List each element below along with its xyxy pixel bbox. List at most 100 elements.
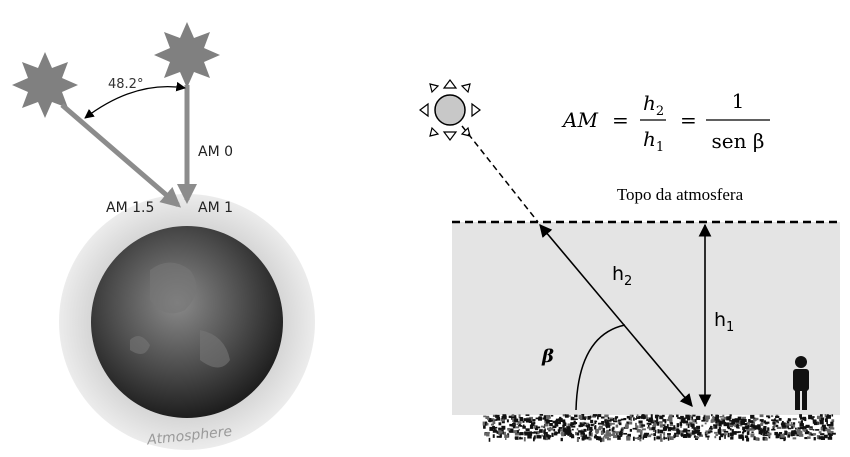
ground-speck <box>731 420 735 424</box>
ground-speck <box>607 438 611 441</box>
ground-speck <box>813 433 816 435</box>
ground-speck <box>712 426 714 429</box>
ground-speck <box>692 430 696 434</box>
ground-speck <box>743 430 746 432</box>
ground-speck <box>538 418 540 420</box>
ground-speck <box>743 419 746 422</box>
ground-speck <box>515 426 519 428</box>
ground-speck <box>730 428 732 430</box>
ground-speck <box>715 415 718 417</box>
ground-speck <box>496 417 500 421</box>
ground-speck <box>545 432 548 435</box>
ground-speck <box>614 418 617 420</box>
ground-speck <box>760 419 764 421</box>
diagram: 48.2° AM 0 AM 1.5 AM 1 Atmosphere h2 h1 … <box>0 0 850 457</box>
ground-speck <box>649 423 652 425</box>
ground-speck <box>793 437 797 439</box>
ground-speck <box>811 418 813 420</box>
ground-speck <box>646 419 648 421</box>
ground-speck <box>589 431 591 435</box>
ground-speck <box>617 435 621 437</box>
ground-speck <box>623 419 625 421</box>
ground-speck <box>756 437 759 440</box>
ground-speck <box>711 414 713 416</box>
ground-speck <box>763 431 765 435</box>
top-label: Topo da atmosfera <box>617 185 744 204</box>
ground-speck <box>601 417 605 419</box>
ray-dashed <box>462 126 538 222</box>
ground-speck <box>782 425 786 427</box>
am15-arrow <box>62 105 178 205</box>
ground-speck <box>588 438 591 441</box>
ground-speck <box>801 420 803 423</box>
ground-speck <box>627 416 630 419</box>
formula: AM = h2 h1 = 1 sen β <box>561 89 770 155</box>
ground-speck <box>610 423 612 426</box>
ground-speck <box>802 417 806 421</box>
ground-speck <box>819 436 823 439</box>
ground-speck <box>578 430 581 432</box>
ground-speck <box>629 421 632 424</box>
ground-speck <box>505 438 507 440</box>
ground-speck <box>569 434 573 437</box>
ground-speck <box>502 416 504 419</box>
ground-speck <box>724 431 728 433</box>
ground-speck <box>705 423 707 425</box>
ground-speck <box>548 435 551 437</box>
ground-speck <box>509 424 513 426</box>
ground-speck <box>804 429 807 432</box>
ground-speck <box>742 436 744 440</box>
ground-speck <box>543 436 546 440</box>
ground-speck <box>633 428 637 430</box>
angle-label: 48.2° <box>108 77 143 92</box>
ground-speck <box>527 435 531 439</box>
ground-speck <box>483 416 486 418</box>
ground-speck <box>587 416 590 420</box>
ground-speck <box>677 417 680 419</box>
ground-speck <box>557 422 561 424</box>
ground-speck <box>596 432 599 434</box>
atmosphere-layer <box>452 222 840 415</box>
ground-speck <box>601 421 604 425</box>
ground-speck <box>695 419 697 422</box>
ground-speck <box>620 431 622 435</box>
ground-speck <box>633 437 635 441</box>
ground-speck <box>575 418 578 420</box>
right-diagram: h2 h1 β Topo da atmosfera AM = h2 h1 = 1… <box>420 80 840 442</box>
ground-speck <box>664 426 668 429</box>
ground-speck <box>604 415 608 418</box>
ground-speck <box>500 435 502 438</box>
ground-speck <box>642 428 646 430</box>
ground-speck <box>736 425 739 429</box>
ground-speck <box>777 427 781 429</box>
sun-icon <box>420 80 480 140</box>
ground-speck <box>687 430 690 432</box>
ground-speck <box>609 429 611 432</box>
ground-speck <box>809 428 812 430</box>
ground-speck <box>722 420 725 423</box>
ground-speck <box>832 414 834 416</box>
ground-speck <box>760 414 764 417</box>
ground-speck <box>735 431 739 433</box>
ground-speck <box>663 436 665 439</box>
ground-speck <box>751 431 753 433</box>
ground-speck <box>678 430 680 434</box>
am0-label: AM 0 <box>198 144 233 160</box>
ground-speck <box>830 427 834 429</box>
ground-speck <box>685 421 688 424</box>
ground-speck <box>489 438 491 442</box>
ground-speck <box>746 438 749 442</box>
formula-den2: sen β <box>712 129 765 153</box>
ground-speck <box>771 429 775 431</box>
ground-speck <box>781 423 783 425</box>
ground-speck <box>799 434 803 437</box>
ground-speck <box>483 422 485 426</box>
ground-speck <box>744 423 747 425</box>
ground-speck <box>662 419 666 422</box>
ground-speck <box>493 434 495 438</box>
ground-speck <box>524 437 526 441</box>
ground-speck <box>656 418 658 422</box>
ground-speck <box>594 420 596 424</box>
ground-speck <box>821 427 823 430</box>
ground-speck <box>817 416 820 419</box>
